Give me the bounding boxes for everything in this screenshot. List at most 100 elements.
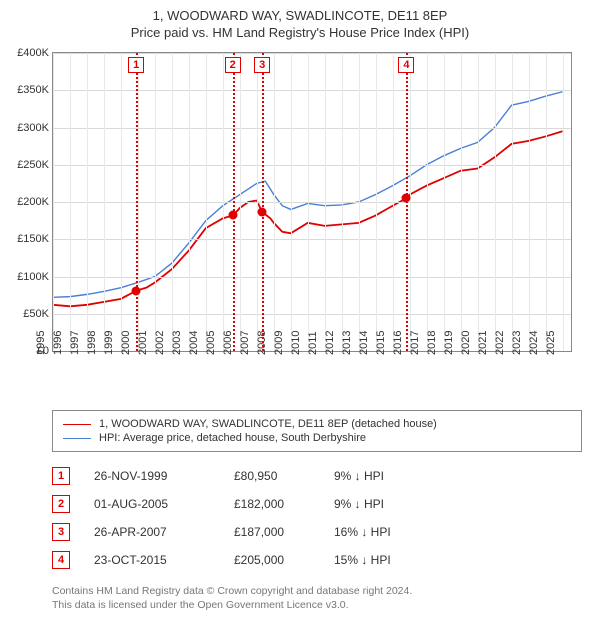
sales-index-box: 4 — [52, 551, 70, 569]
x-tick-label: 1997 — [69, 331, 81, 355]
sales-date: 01-AUG-2005 — [94, 497, 234, 511]
sales-price: £80,950 — [234, 469, 334, 483]
gridline-v — [87, 53, 88, 351]
x-tick-label: 2020 — [460, 331, 472, 355]
sale-marker-line — [262, 53, 264, 351]
sales-index-box: 3 — [52, 523, 70, 541]
sale-marker-box: 3 — [254, 57, 270, 73]
gridline-v — [393, 53, 394, 351]
x-tick-label: 2016 — [392, 331, 404, 355]
gridline-h — [53, 202, 571, 203]
x-tick-label: 2002 — [154, 331, 166, 355]
sales-index-box: 2 — [52, 495, 70, 513]
sales-price: £205,000 — [234, 553, 334, 567]
gridline-v — [70, 53, 71, 351]
x-tick-label: 2001 — [137, 331, 149, 355]
gridline-h — [53, 128, 571, 129]
gridline-v — [189, 53, 190, 351]
gridline-v — [308, 53, 309, 351]
y-tick-label: £300K — [9, 122, 53, 134]
x-tick-label: 2025 — [545, 331, 557, 355]
gridline-v — [206, 53, 207, 351]
gridline-v — [427, 53, 428, 351]
x-tick-label: 2007 — [239, 331, 251, 355]
y-tick-label: £200K — [9, 196, 53, 208]
gridline-v — [274, 53, 275, 351]
chart-wrap: £0£50K£100K£150K£200K£250K£300K£350K£400… — [52, 44, 582, 402]
gridline-v — [546, 53, 547, 351]
y-tick-label: £250K — [9, 159, 53, 171]
title-sub: Price paid vs. HM Land Registry's House … — [8, 25, 592, 40]
sale-dot — [228, 211, 237, 220]
sales-date: 26-APR-2007 — [94, 525, 234, 539]
sale-marker-line — [136, 53, 138, 351]
sales-diff: 9% ↓ HPI — [334, 497, 454, 511]
gridline-v — [121, 53, 122, 351]
x-tick-label: 2018 — [426, 331, 438, 355]
gridline-v — [172, 53, 173, 351]
x-tick-label: 2005 — [205, 331, 217, 355]
sales-diff: 15% ↓ HPI — [334, 553, 454, 567]
sales-price: £182,000 — [234, 497, 334, 511]
gridline-v — [461, 53, 462, 351]
sales-row: 3 26-APR-2007£187,00016% ↓ HPI — [52, 518, 582, 546]
gridline-v — [240, 53, 241, 351]
gridline-v — [444, 53, 445, 351]
x-tick-label: 1995 — [35, 331, 47, 355]
x-tick-label: 2023 — [511, 331, 523, 355]
y-tick-label: £100K — [9, 271, 53, 283]
gridline-v — [104, 53, 105, 351]
plot-area: £0£50K£100K£150K£200K£250K£300K£350K£400… — [52, 52, 572, 352]
sale-dot — [402, 194, 411, 203]
sale-dot — [258, 207, 267, 216]
x-tick-label: 2021 — [477, 331, 489, 355]
sales-table: 126-NOV-1999£80,9509% ↓ HPI201-AUG-2005£… — [52, 462, 582, 574]
title-main: 1, WOODWARD WAY, SWADLINCOTE, DE11 8EP — [8, 8, 592, 23]
x-tick-label: 1996 — [52, 331, 64, 355]
legend-swatch — [63, 424, 91, 425]
gridline-h — [53, 277, 571, 278]
legend-swatch — [63, 438, 91, 439]
gridline-h — [53, 165, 571, 166]
x-tick-label: 2014 — [358, 331, 370, 355]
sales-row: 2 01-AUG-2005£182,0009% ↓ HPI — [52, 490, 582, 518]
x-tick-label: 2012 — [324, 331, 336, 355]
footer: Contains HM Land Registry data © Crown c… — [52, 584, 582, 612]
sale-marker-box: 1 — [128, 57, 144, 73]
sale-dot — [132, 286, 141, 295]
sale-marker-line — [233, 53, 235, 351]
sales-date: 23-OCT-2015 — [94, 553, 234, 567]
sales-price: £187,000 — [234, 525, 334, 539]
gridline-h — [53, 314, 571, 315]
gridline-v — [155, 53, 156, 351]
sales-diff: 9% ↓ HPI — [334, 469, 454, 483]
y-tick-label: £350K — [9, 84, 53, 96]
x-tick-label: 2003 — [171, 331, 183, 355]
gridline-v — [223, 53, 224, 351]
y-tick-label: £150K — [9, 233, 53, 245]
chart-container: 1, WOODWARD WAY, SWADLINCOTE, DE11 8EP P… — [0, 0, 600, 616]
sales-row: 126-NOV-1999£80,9509% ↓ HPI — [52, 462, 582, 490]
y-tick-label: £50K — [9, 308, 53, 320]
sales-row: 4 23-OCT-2015£205,00015% ↓ HPI — [52, 546, 582, 574]
x-tick-label: 2004 — [188, 331, 200, 355]
legend-row: 1, WOODWARD WAY, SWADLINCOTE, DE11 8EP (… — [63, 417, 571, 431]
gridline-v — [359, 53, 360, 351]
gridline-v — [257, 53, 258, 351]
sale-marker-box: 4 — [398, 57, 414, 73]
x-tick-label: 1999 — [103, 331, 115, 355]
x-tick-label: 2024 — [528, 331, 540, 355]
footer-line: Contains HM Land Registry data © Crown c… — [52, 584, 582, 598]
x-tick-label: 2000 — [120, 331, 132, 355]
sales-index-box: 1 — [52, 467, 70, 485]
legend-label: HPI: Average price, detached house, Sout… — [99, 432, 366, 444]
sales-diff: 16% ↓ HPI — [334, 525, 454, 539]
x-tick-label: 2019 — [443, 331, 455, 355]
title-block: 1, WOODWARD WAY, SWADLINCOTE, DE11 8EP P… — [8, 8, 592, 40]
gridline-v — [291, 53, 292, 351]
gridline-v — [512, 53, 513, 351]
gridline-v — [563, 53, 564, 351]
gridline-h — [53, 239, 571, 240]
x-tick-label: 2009 — [273, 331, 285, 355]
gridline-h — [53, 53, 571, 54]
